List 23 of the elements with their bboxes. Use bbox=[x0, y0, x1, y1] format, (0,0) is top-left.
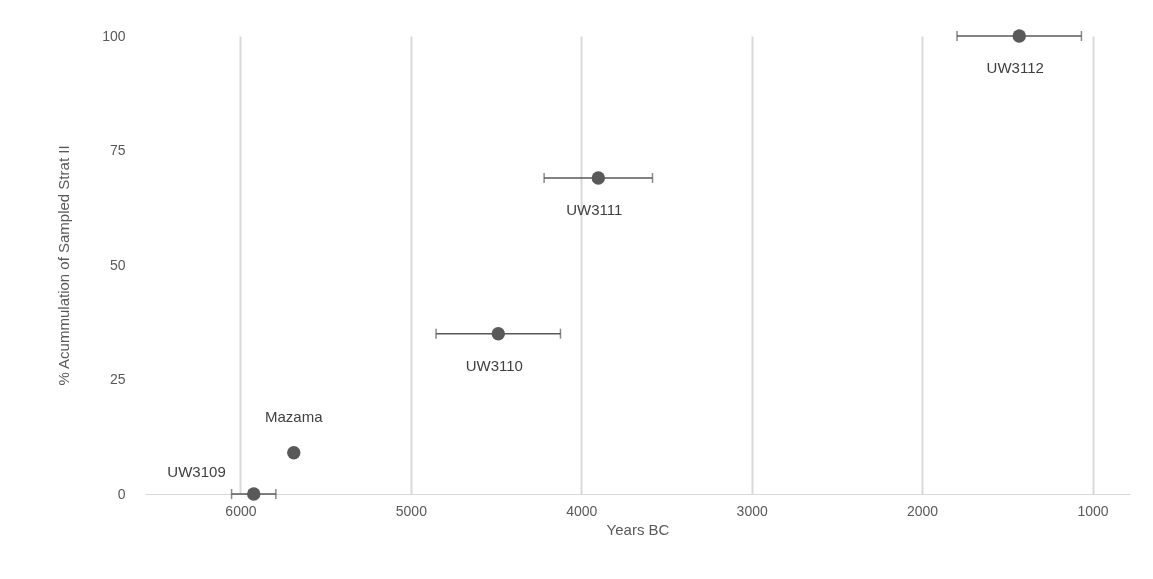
annotation: UW3110 bbox=[465, 356, 523, 374]
point bbox=[491, 327, 505, 341]
y-tick-label: 100 bbox=[102, 27, 126, 44]
x-tick-label: 1000 bbox=[1077, 502, 1109, 519]
annotation: Mazama bbox=[265, 407, 324, 425]
annotation: UW3111 bbox=[566, 200, 623, 218]
point bbox=[591, 171, 606, 185]
y-tick-label: 0 bbox=[117, 485, 126, 502]
y-tick-label: 25 bbox=[109, 371, 126, 387]
point bbox=[287, 446, 301, 460]
point bbox=[1012, 29, 1026, 43]
y-tick-label: 50 bbox=[109, 256, 126, 273]
x-tick-label: 3000 bbox=[736, 502, 768, 519]
y-tick-label: 75 bbox=[109, 142, 126, 158]
x-tick-label: 5000 bbox=[395, 502, 428, 519]
x-tick-label: 6000 bbox=[225, 502, 257, 519]
annotation: UW3112 bbox=[986, 59, 1044, 76]
annotation: UW3109 bbox=[167, 463, 226, 480]
y-axis-title: % Acummulation of Sampled Strat II bbox=[55, 145, 73, 386]
x-tick-label: 4000 bbox=[566, 502, 598, 519]
x-axis-title: Years BC bbox=[606, 520, 670, 538]
x-tick-label: 2000 bbox=[907, 502, 939, 519]
point bbox=[247, 487, 261, 501]
